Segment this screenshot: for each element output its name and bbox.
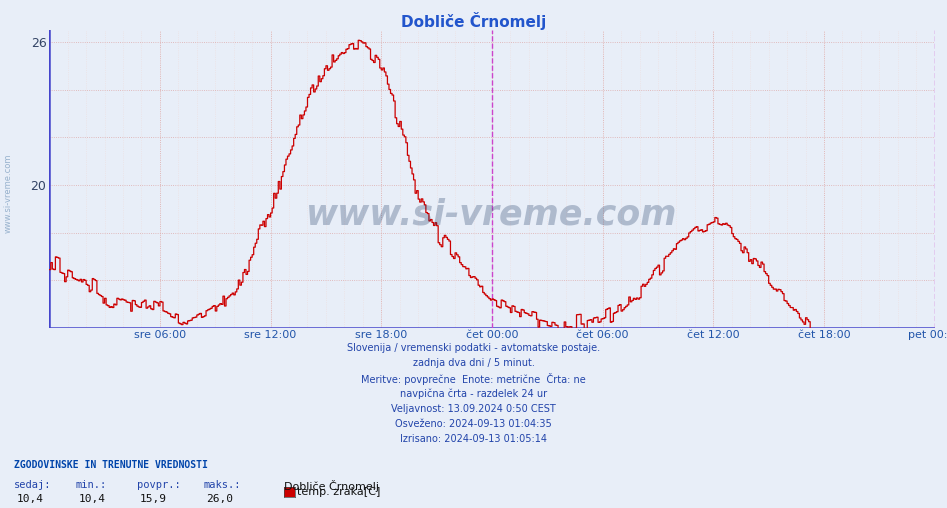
Text: navpična črta - razdelek 24 ur: navpična črta - razdelek 24 ur (400, 389, 547, 399)
Text: Osveženo: 2024-09-13 01:04:35: Osveženo: 2024-09-13 01:04:35 (395, 419, 552, 429)
Text: 26,0: 26,0 (206, 494, 234, 504)
Text: Dobliče Črnomelj: Dobliče Črnomelj (401, 12, 546, 29)
Text: Slovenija / vremenski podatki - avtomatske postaje.: Slovenija / vremenski podatki - avtomats… (347, 343, 600, 353)
Text: 10,4: 10,4 (17, 494, 45, 504)
Text: temp. zraka[C]: temp. zraka[C] (297, 487, 381, 497)
Text: povpr.:: povpr.: (137, 480, 181, 490)
Text: 15,9: 15,9 (140, 494, 168, 504)
Text: ZGODOVINSKE IN TRENUTNE VREDNOSTI: ZGODOVINSKE IN TRENUTNE VREDNOSTI (14, 460, 208, 470)
Text: Dobliče Črnomelj: Dobliče Črnomelj (284, 480, 379, 492)
Text: www.si-vreme.com: www.si-vreme.com (306, 198, 678, 232)
Text: Meritve: povprečne  Enote: metrične  Črta: ne: Meritve: povprečne Enote: metrične Črta:… (361, 373, 586, 386)
Text: Izrisano: 2024-09-13 01:05:14: Izrisano: 2024-09-13 01:05:14 (400, 434, 547, 444)
Text: sedaj:: sedaj: (14, 480, 52, 490)
Text: www.si-vreme.com: www.si-vreme.com (4, 153, 13, 233)
Text: maks.:: maks.: (204, 480, 241, 490)
Text: 10,4: 10,4 (79, 494, 106, 504)
Text: zadnja dva dni / 5 minut.: zadnja dva dni / 5 minut. (413, 358, 534, 368)
Text: Veljavnost: 13.09.2024 0:50 CEST: Veljavnost: 13.09.2024 0:50 CEST (391, 404, 556, 414)
Text: min.:: min.: (76, 480, 107, 490)
